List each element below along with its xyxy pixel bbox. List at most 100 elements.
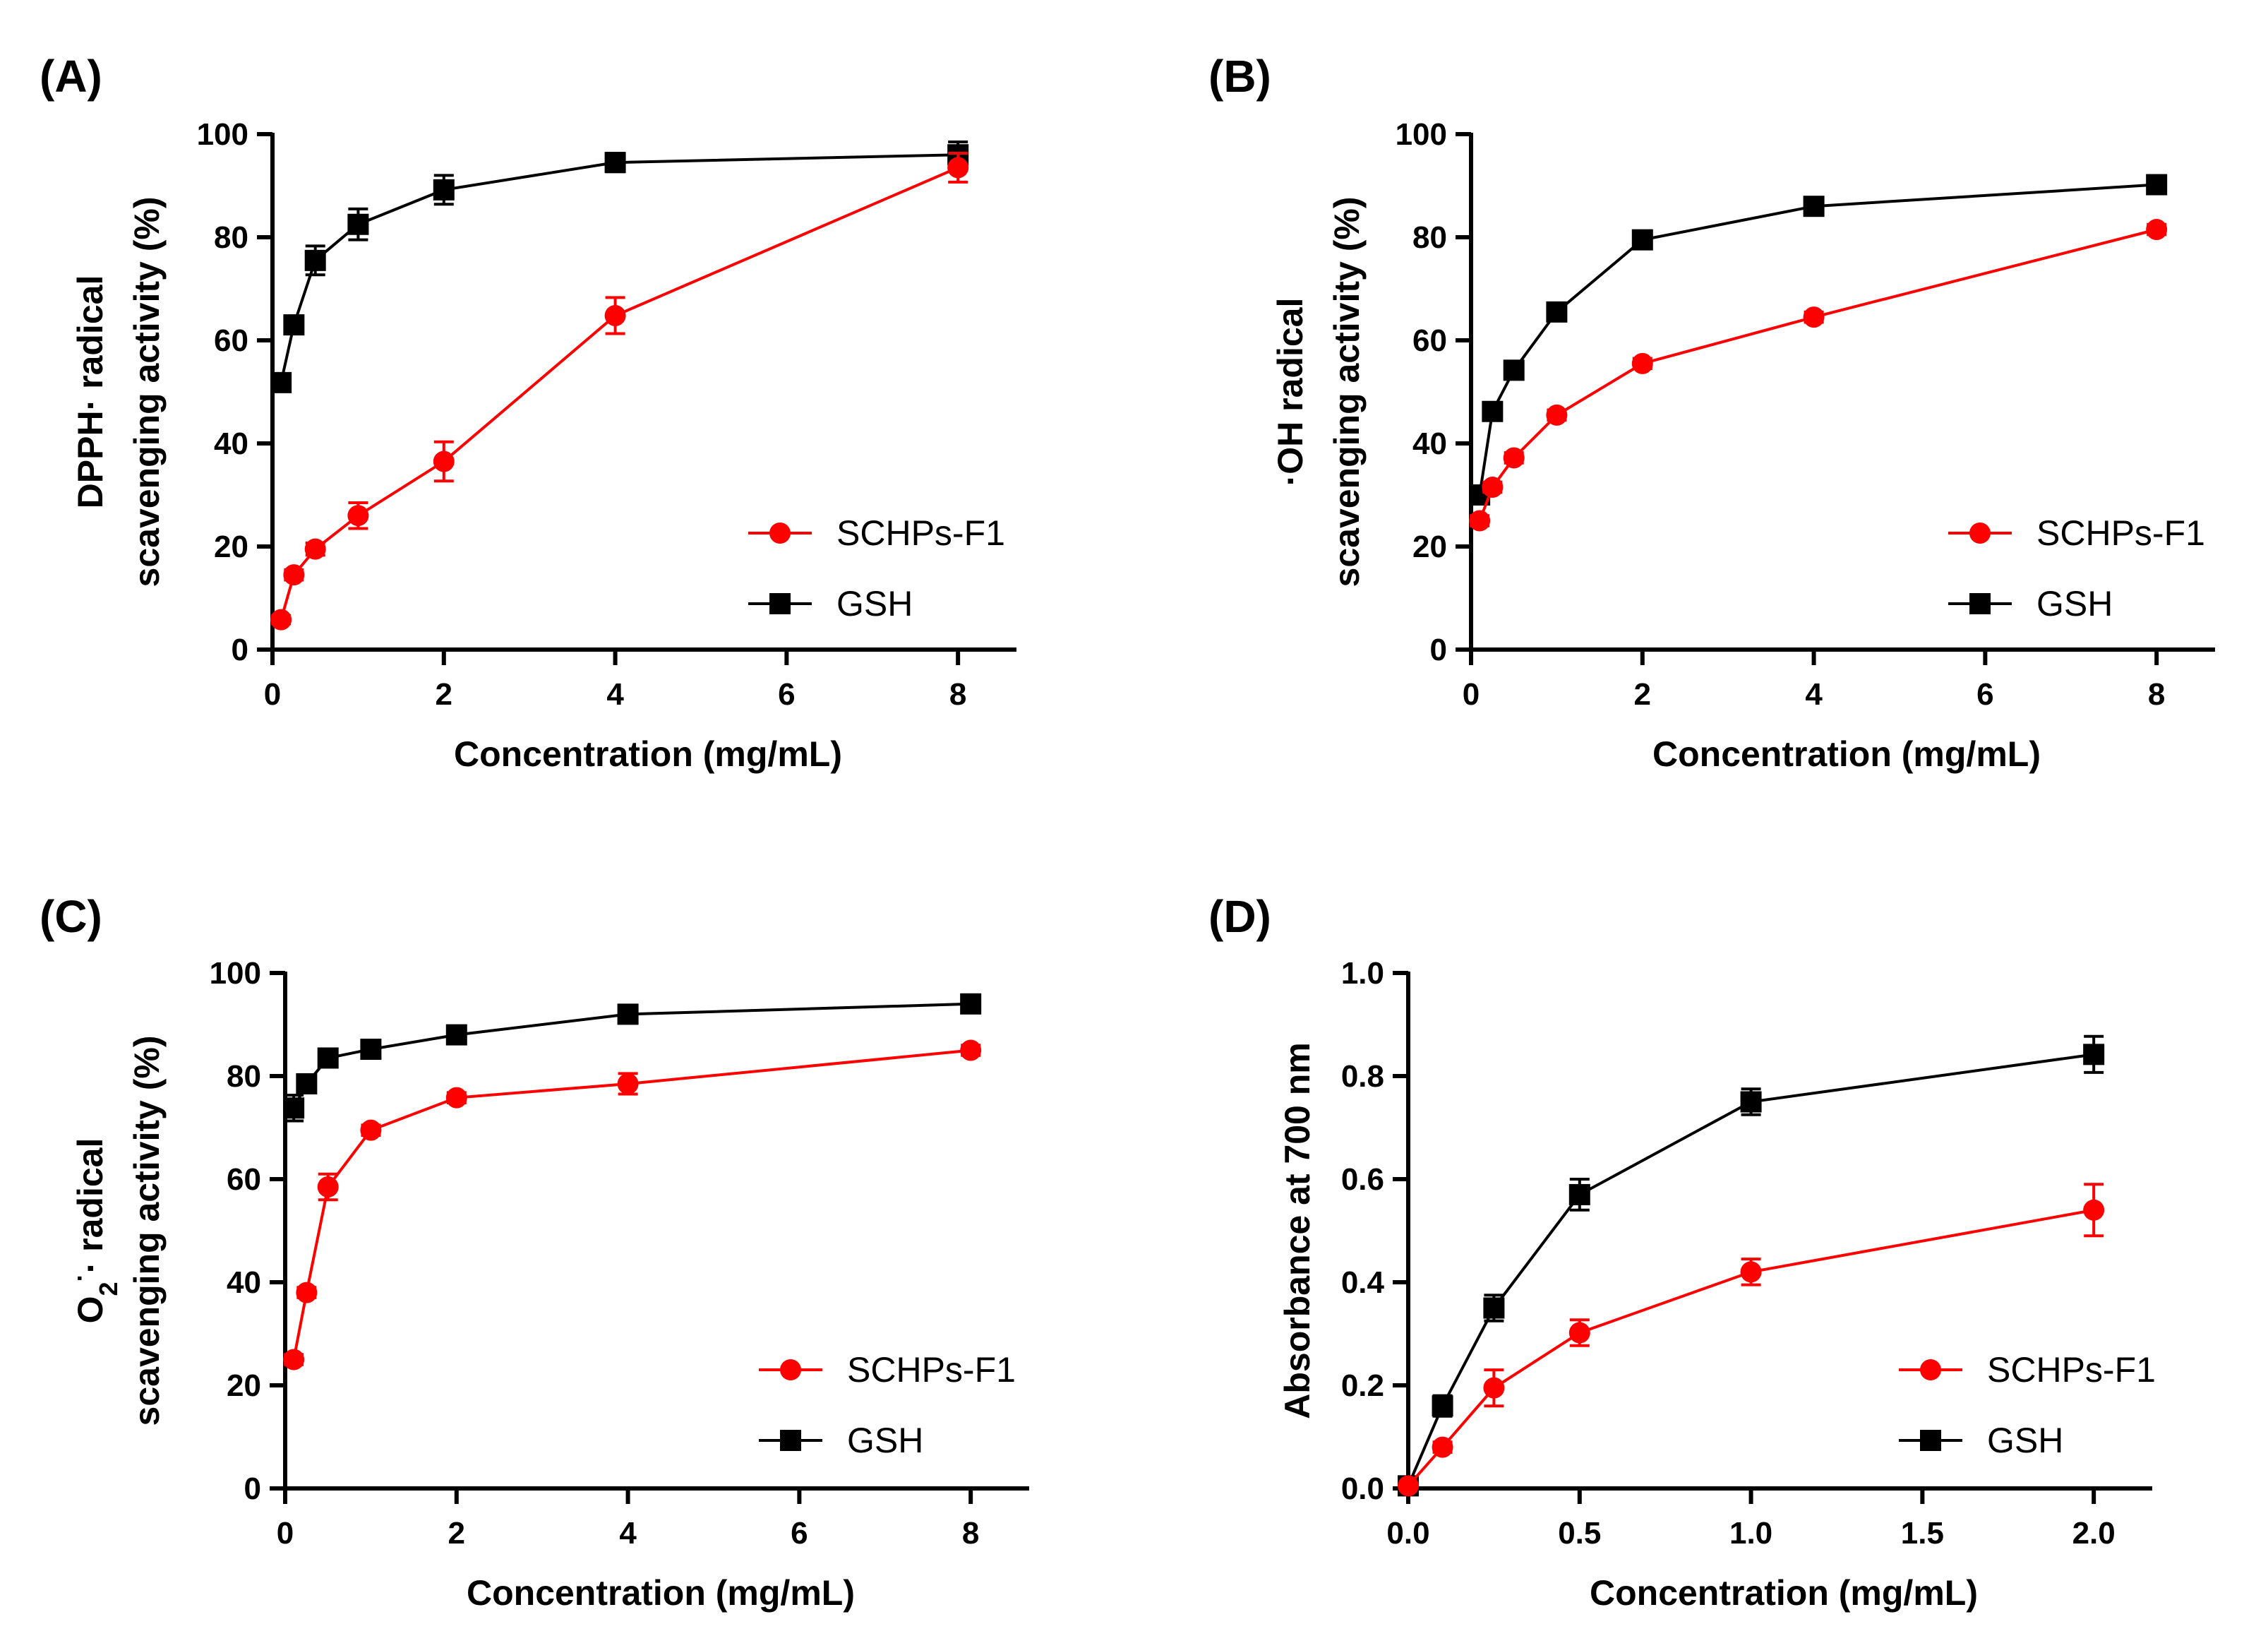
legend-marker [780, 1359, 801, 1380]
data-point [296, 1073, 318, 1094]
data-point [445, 1024, 467, 1046]
x-tick-label: 0.5 [1558, 1516, 1601, 1551]
y-axis-title-line2: scavenging activity (%) [1327, 197, 1367, 587]
x-tick-label: 8 [962, 1516, 979, 1551]
data-point [1568, 1183, 1590, 1205]
chart-panel-d: (D) 0.0 0.2 0.4 0.6 0.8 1.0 0.0 0.5 1.0 1.5 2.0 Conc… [1208, 891, 2156, 1613]
legend-label: GSH [847, 1421, 923, 1460]
data-point [1398, 1475, 1419, 1497]
data-point [2146, 219, 2168, 241]
y-tick-label: 80 [1412, 220, 1447, 255]
data-point [960, 993, 982, 1015]
y-tick-label: 40 [1412, 426, 1447, 461]
series-line [1407, 1053, 2094, 1487]
data-point [947, 157, 969, 179]
y-axis-title: Absorbance at 700 nm [1278, 1042, 1317, 1419]
data-point [1482, 477, 1504, 498]
data-point [1568, 1322, 1590, 1344]
y-axis-title: ·OH radical [1271, 298, 1310, 486]
y-tick-label: 0.2 [1341, 1368, 1384, 1403]
data-point [1803, 196, 1825, 217]
legend: SCHPs-F1 GSH [1899, 1350, 2156, 1460]
y-tick-label: 40 [227, 1265, 261, 1300]
x-tick-label: 1.0 [1729, 1516, 1772, 1551]
y-axis-title-sub: 2 [94, 1282, 123, 1296]
y-tick-label: 0.6 [1341, 1162, 1384, 1197]
legend: SCHPs-F1 GSH [748, 513, 1005, 623]
data-point [317, 1047, 339, 1069]
y-tick-label: 0.8 [1341, 1059, 1384, 1094]
x-tick-label: 0 [1463, 677, 1480, 712]
legend-label: SCHPs-F1 [2036, 513, 2205, 553]
data-point [1546, 301, 1568, 323]
x-tick-label: 2 [448, 1516, 465, 1551]
data-point [270, 609, 292, 631]
y-tick-label: 0 [232, 633, 248, 667]
x-tick-label: 4 [1805, 677, 1823, 712]
y-tick-label: 40 [214, 426, 248, 461]
data-point [1432, 1395, 1453, 1417]
x-tick-label: 1.5 [1901, 1516, 1944, 1551]
data-point [617, 1073, 639, 1094]
legend-label: GSH [836, 584, 913, 623]
series-schps-f1 [1469, 219, 2168, 532]
panel-label: (C) [40, 891, 102, 942]
y-tick-label: 1.0 [1341, 956, 1384, 991]
data-point [2083, 1044, 2105, 1065]
data-point [347, 213, 369, 235]
data-point [296, 1282, 318, 1303]
y-axis-title-base: O [71, 1296, 110, 1323]
legend-marker [769, 593, 791, 614]
x-tick-label: 2 [1634, 677, 1651, 712]
series-gsh [270, 140, 969, 393]
panel-label: (A) [40, 51, 102, 102]
data-point [304, 538, 326, 560]
x-tick-label: 0.0 [1386, 1516, 1429, 1551]
y-tick-label: 100 [210, 956, 261, 991]
x-tick-label: 2 [436, 677, 452, 712]
x-tick-label: 6 [791, 1516, 808, 1551]
data-point [617, 1003, 639, 1025]
data-point [283, 564, 305, 586]
data-point [433, 450, 455, 472]
data-point [360, 1039, 382, 1061]
data-point [1432, 1436, 1453, 1458]
legend-marker [1920, 1359, 1941, 1380]
legend-marker [780, 1430, 801, 1451]
series-gsh [283, 993, 982, 1123]
x-tick-label: 8 [949, 677, 966, 712]
x-axis-title: Concentration (mg/mL) [1652, 734, 2041, 774]
chart-panel-a: (A) 0 20 40 60 80 100 0 2 4 6 8 Concentration (mg/mL… [40, 51, 1016, 774]
legend-label: SCHPs-F1 [1987, 1350, 2156, 1390]
data-point [2083, 1199, 2105, 1221]
data-point [604, 152, 626, 174]
x-tick-label: 8 [2148, 677, 2165, 712]
x-tick-label: 0 [264, 677, 281, 712]
data-point [1469, 510, 1491, 532]
data-point [2146, 174, 2168, 196]
y-tick-label: 0.0 [1341, 1471, 1384, 1506]
data-point [1631, 352, 1653, 374]
y-tick-label: 100 [1396, 117, 1447, 152]
y-tick-label: 20 [1412, 530, 1447, 564]
legend-label: GSH [1987, 1421, 2063, 1460]
y-tick-label: 60 [227, 1162, 261, 1197]
series-schps-f1 [283, 1039, 982, 1371]
x-tick-label: 4 [606, 677, 624, 712]
series-gsh [1469, 174, 2168, 506]
data-point [1803, 306, 1825, 328]
data-point [360, 1119, 382, 1141]
x-tick-label: 6 [1976, 677, 1993, 712]
x-tick-label: 2.0 [2072, 1516, 2116, 1551]
chart-panel-b: (B) 0 20 40 60 80 100 0 2 4 6 8 Concentration (mg/mL… [1208, 51, 2215, 774]
y-tick-label: 80 [214, 220, 248, 255]
y-tick-label: 20 [227, 1368, 261, 1403]
y-axis-title: DPPH· radical [71, 275, 110, 509]
y-axis-title-line2: scavenging activity (%) [127, 1036, 167, 1426]
data-point [433, 179, 455, 201]
series-schps-f1 [1398, 1183, 2105, 1497]
data-point [1631, 229, 1653, 251]
y-tick-label: 0 [244, 1471, 261, 1506]
